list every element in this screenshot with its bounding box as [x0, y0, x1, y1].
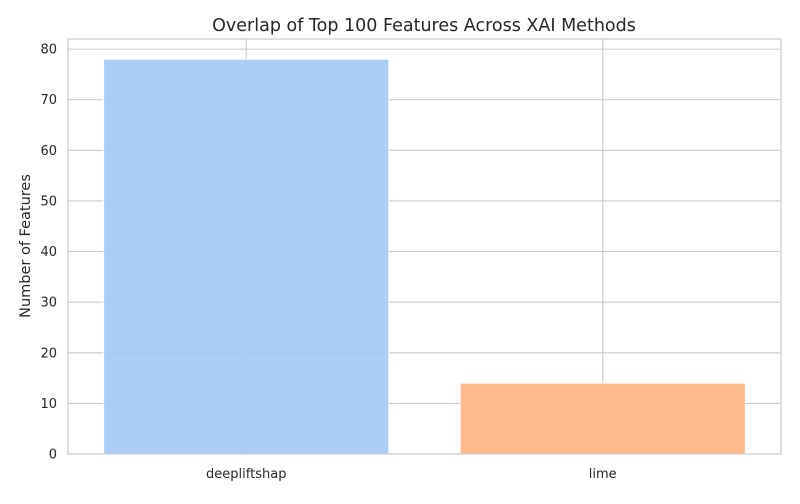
y-tick-label: 30: [40, 296, 57, 311]
y-tick-label: 0: [49, 448, 57, 463]
bar-deepliftshap: [103, 58, 390, 455]
y-tick-label: 70: [40, 93, 57, 108]
y-tick-label: 80: [40, 43, 57, 58]
x-tick-label: lime: [589, 467, 617, 482]
y-tick-label: 60: [40, 144, 57, 159]
bars: [103, 58, 746, 455]
y-axis-label: Number of Features: [18, 174, 34, 318]
chart-title: Overlap of Top 100 Features Across XAI M…: [212, 16, 636, 36]
bar-lime: [459, 382, 746, 455]
plot-frame: [67, 38, 782, 455]
y-tick-label: 50: [40, 194, 57, 209]
tick-labels: 0 10 20 30 40 50 60 70 80 deepliftshap lime: [40, 43, 616, 482]
x-tick-label: deepliftshap: [206, 467, 286, 482]
y-tick-label: 40: [40, 245, 57, 260]
y-tick-label: 10: [40, 397, 57, 412]
y-tick-label: 20: [40, 346, 57, 361]
